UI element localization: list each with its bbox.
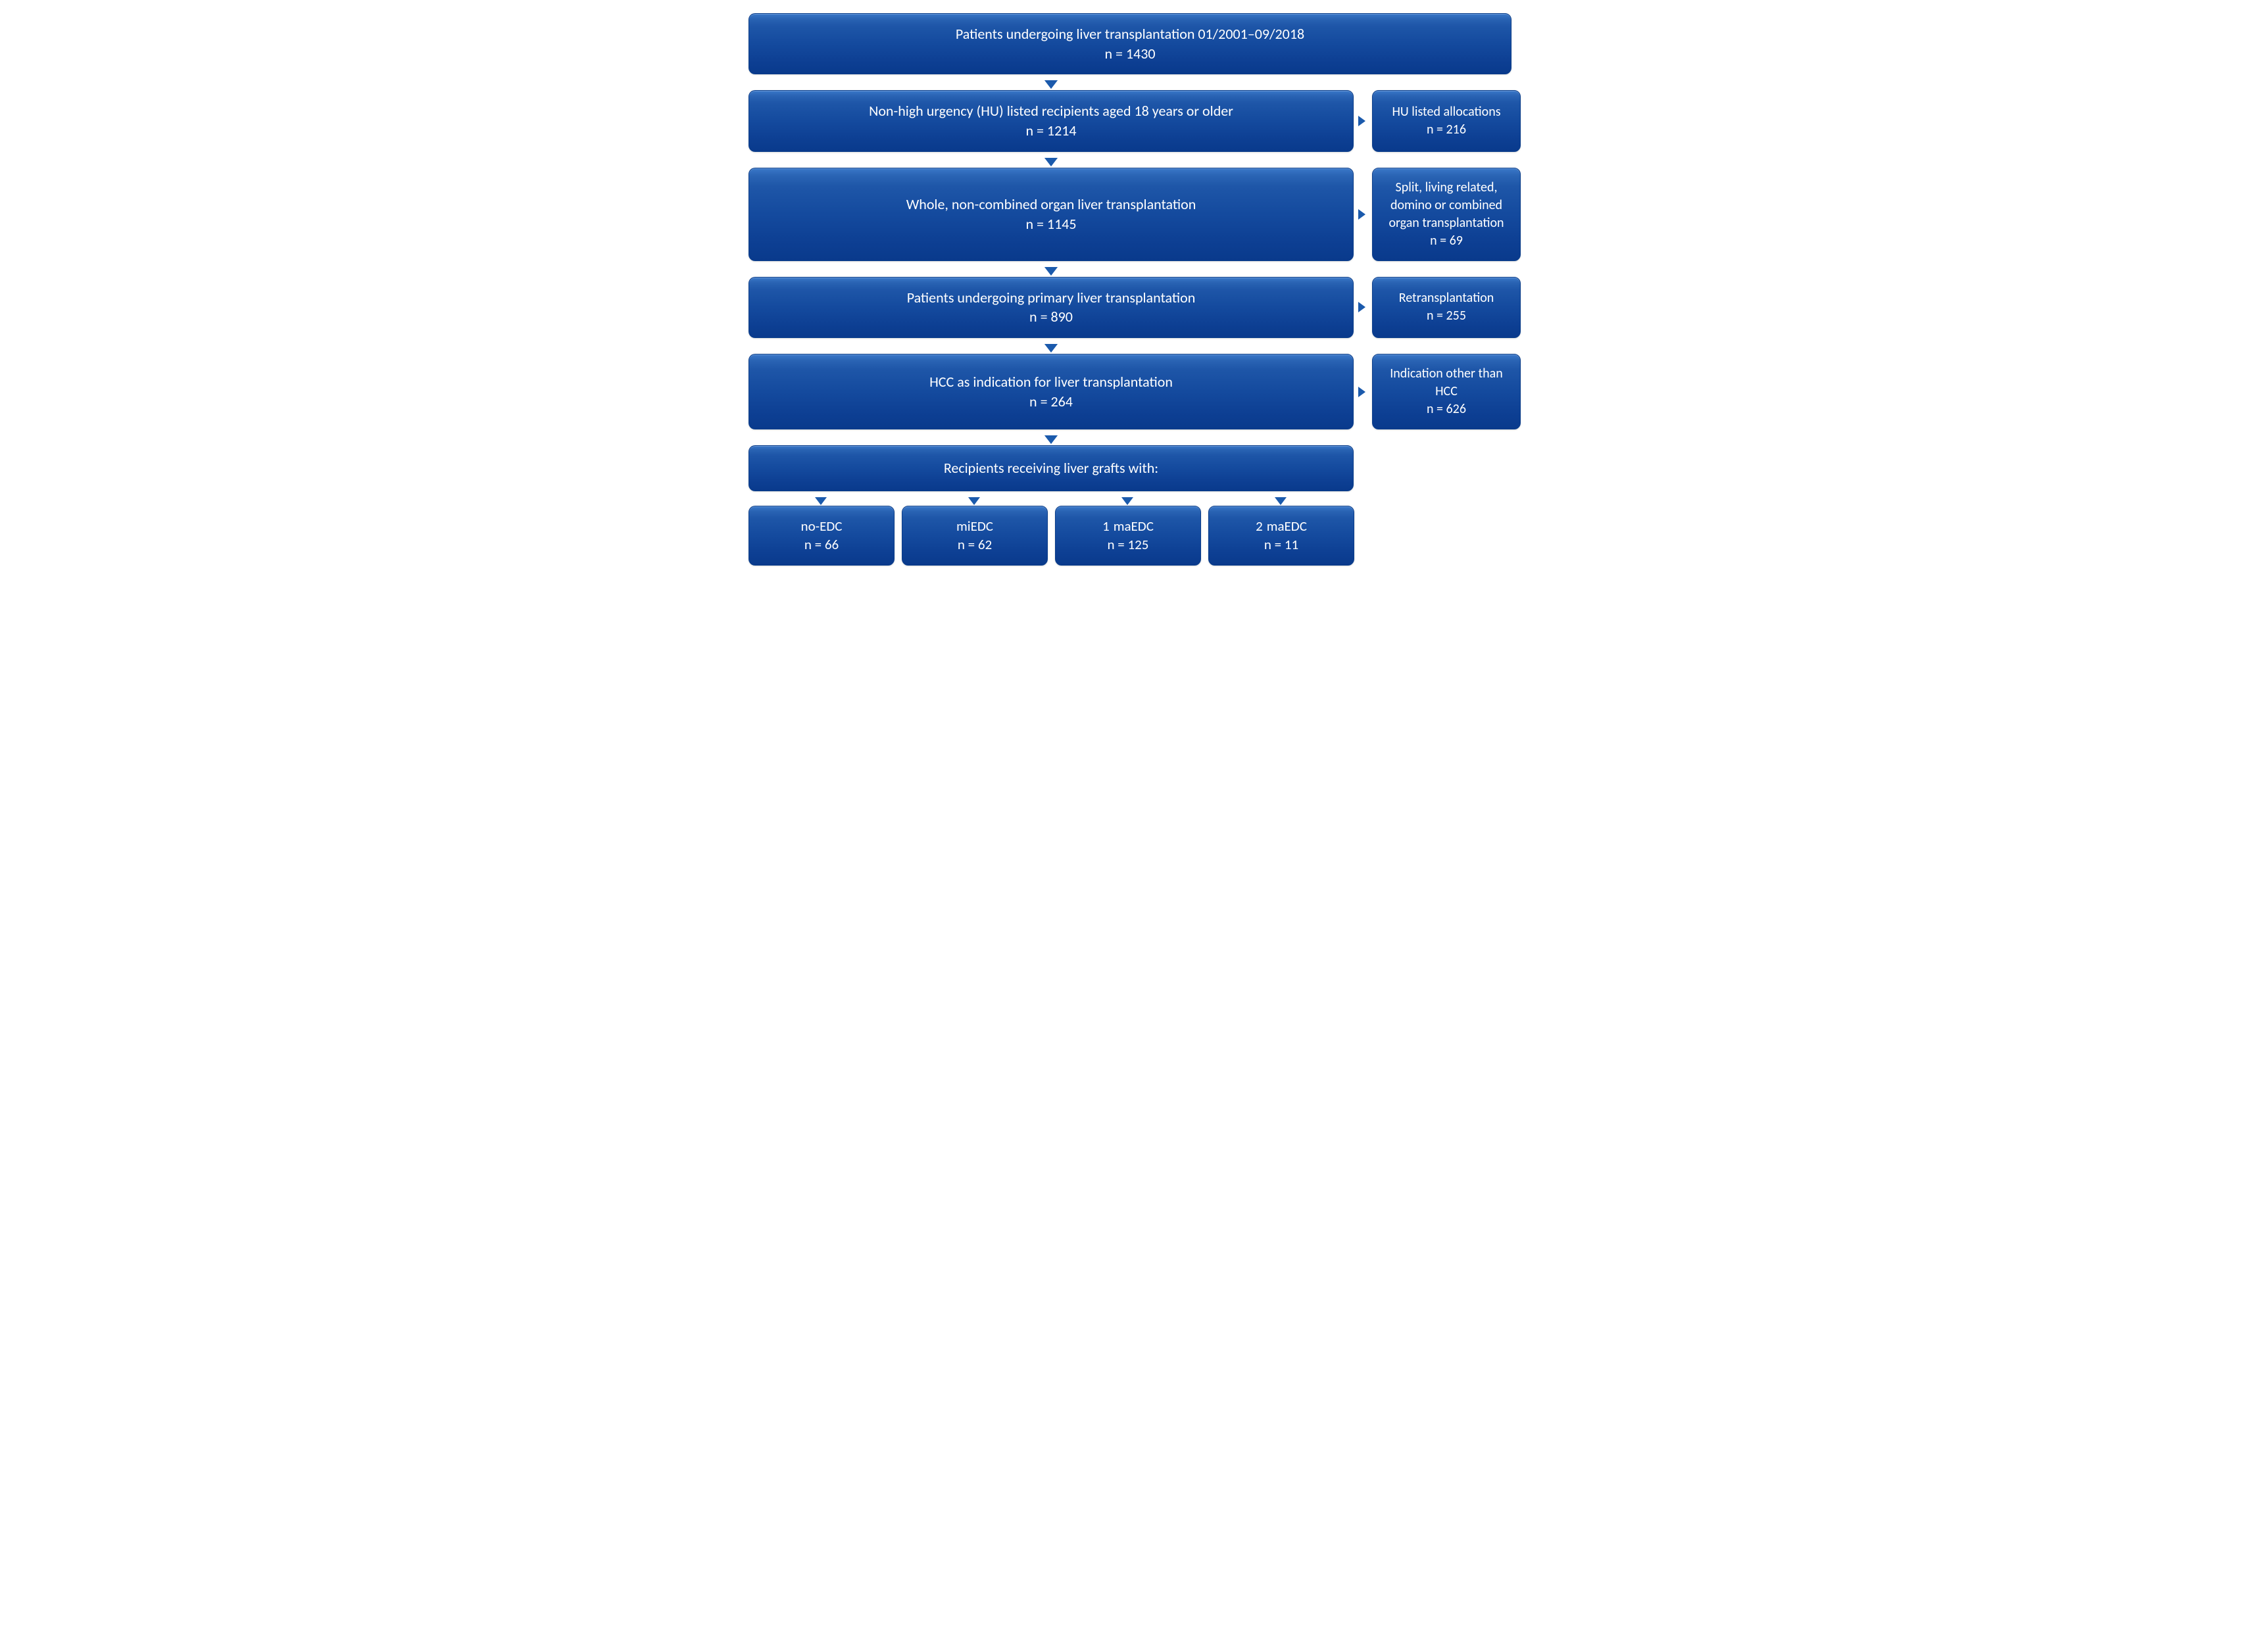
node-count: n = 264: [1029, 392, 1073, 412]
leaf-count: n = 125: [1108, 535, 1149, 554]
row-2: Non-high urgency (HU) listed recipients …: [749, 90, 1511, 151]
node-whole-organ: Whole, non-combined organ liver transpla…: [749, 168, 1354, 261]
row-5: HCC as indication for liver transplantat…: [749, 354, 1511, 429]
row-3: Whole, non-combined organ liver transpla…: [749, 168, 1511, 261]
leaf-title: no-EDC: [801, 517, 843, 535]
leaf-count: n = 11: [1264, 535, 1298, 554]
node-split-living: Split, living related, domino or combine…: [1372, 168, 1521, 261]
node-hu-listed: HU listed allocations n = 216: [1372, 90, 1521, 151]
row-4: Patients undergoing primary liver transp…: [749, 277, 1511, 338]
arrow-down-leaf-4: [1275, 497, 1287, 505]
arrow-down-2: [749, 152, 1354, 168]
node-title: Retransplantation: [1399, 289, 1494, 307]
leaf-title: 1maEDC: [1102, 517, 1154, 535]
node-count: n = 255: [1427, 307, 1466, 325]
arrow-down-4: [749, 338, 1354, 354]
node-retransplant: Retransplantation n = 255: [1372, 277, 1521, 338]
leaf-label: maEDC: [1267, 518, 1307, 535]
node-title: Non-high urgency (HU) listed recipients …: [869, 101, 1233, 121]
node-title: HCC as indication for liver transplantat…: [929, 372, 1173, 392]
node-title: Patients undergoing liver transplantatio…: [956, 24, 1304, 44]
arrow-down-leaf-2: [968, 497, 980, 505]
node-count: n = 1145: [1025, 214, 1076, 234]
leaf-prefix: 2: [1256, 517, 1263, 535]
leaf-title: miEDC: [956, 517, 993, 535]
node-count: n = 69: [1430, 232, 1463, 250]
arrow-down-1: [749, 74, 1354, 90]
node-title: Recipients receiving liver grafts with:: [944, 458, 1158, 478]
node-title: HU listed allocations: [1392, 103, 1500, 121]
row-1: Patients undergoing liver transplantatio…: [749, 13, 1511, 74]
node-title: Patients undergoing primary liver transp…: [907, 288, 1196, 308]
node-all-patients: Patients undergoing liver transplantatio…: [749, 13, 1511, 74]
arrow-down-3: [749, 261, 1354, 277]
leaf-prefix: 1: [1102, 517, 1110, 535]
node-title: Split, living related, domino or combine…: [1381, 179, 1512, 232]
node-non-hu: Non-high urgency (HU) listed recipients …: [749, 90, 1354, 151]
node-hcc: HCC as indication for liver transplantat…: [749, 354, 1354, 429]
leaf-2-maedc: 2maEDC n = 11: [1208, 506, 1354, 566]
row-7: no-EDC n = 66 miEDC n = 62 1maEDC n = 12…: [749, 506, 1354, 566]
arrow-down-5: [749, 429, 1354, 445]
leaf-label: maEDC: [1114, 518, 1154, 535]
leaf-1-maedc: 1maEDC n = 125: [1055, 506, 1201, 566]
arrow-down-leaf-3: [1121, 497, 1133, 505]
row-6: Recipients receiving liver grafts with:: [749, 445, 1511, 491]
node-count: n = 626: [1427, 401, 1466, 418]
leaf-no-edc: no-EDC n = 66: [749, 506, 895, 566]
node-recipients-header: Recipients receiving liver grafts with:: [749, 445, 1354, 491]
leaf-count: n = 66: [804, 535, 839, 554]
flowchart-canvas: Patients undergoing liver transplantatio…: [735, 0, 1525, 585]
leaf-arrow-row: [749, 491, 1354, 506]
node-title: Indication other than HCC: [1381, 365, 1512, 401]
leaf-title: 2maEDC: [1256, 517, 1307, 535]
node-count: n = 1430: [1104, 44, 1155, 64]
leaf-count: n = 62: [958, 535, 992, 554]
node-count: n = 890: [1029, 307, 1073, 327]
node-primary-lt: Patients undergoing primary liver transp…: [749, 277, 1354, 338]
node-count: n = 216: [1427, 121, 1466, 139]
arrow-down-leaf-1: [815, 497, 827, 505]
node-other-indication: Indication other than HCC n = 626: [1372, 354, 1521, 429]
node-count: n = 1214: [1025, 121, 1076, 141]
leaf-miedc: miEDC n = 62: [902, 506, 1048, 566]
node-title: Whole, non-combined organ liver transpla…: [906, 195, 1196, 214]
